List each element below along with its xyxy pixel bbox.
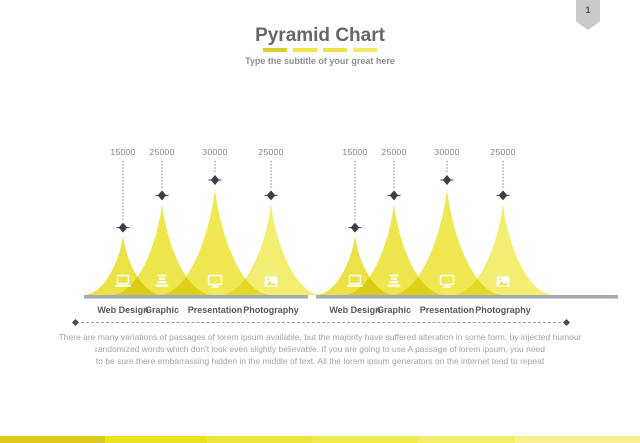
baseline-bar [84,295,308,299]
layers-icon [155,274,169,287]
monitor-icon [207,274,223,288]
slide-header: Pyramid Chart Type the subtitle of your … [0,25,640,66]
diamond-marker [442,175,452,185]
value-label: 30000 [434,147,459,157]
monitor-icon [439,274,455,288]
diamond-marker [498,190,508,201]
diamond-marker [118,222,128,233]
footer-strip-segment [417,436,515,443]
value-label: 25000 [149,147,174,157]
title-underline-dash [293,48,317,52]
pyramid-peak [112,203,212,295]
photo-icon [264,276,278,287]
body-text-line: to be sure there embarrassing hidden in … [95,356,545,366]
title-underline-dashes [0,48,640,52]
footer-strip-segment [312,436,417,443]
category-label: Photography [243,305,299,315]
pyramid-peak [84,235,162,295]
footer-color-strip [0,436,640,443]
value-label: 25000 [490,147,515,157]
value-label: 25000 [258,147,283,157]
value-label: 25000 [381,147,406,157]
pyramid-peak [160,188,270,295]
title-underline-dash [263,48,287,52]
footer-strip-segment [0,436,105,443]
footer-strip-segment [105,436,207,443]
pyramid-peak [344,203,444,295]
photo-icon [496,276,510,287]
value-label: 15000 [110,147,135,157]
diamond-marker [157,190,167,201]
slide-subtitle: Type the subtitle of your great here [245,56,395,66]
pyramid-chart-group-right: 15000 25000 30000 25000 Web Design Graphic Pr… [316,140,622,323]
category-label: Presentation [188,305,243,315]
body-text-line: There are many variations of passages of… [58,332,582,342]
value-label: 15000 [342,147,367,157]
category-label: Photography [475,305,531,315]
laptop-icon [115,274,131,287]
category-label: Presentation [420,305,475,315]
dashed-separator [71,318,571,327]
pyramid-peak [453,203,553,295]
footer-strip-segment [515,436,640,443]
body-paragraph: There are many variations of passages of… [40,331,600,367]
category-label: Web Design [97,305,148,315]
baseline-bar [316,295,618,299]
pyramid-peak [316,235,394,295]
value-label: 30000 [202,147,227,157]
pyramid-peak [221,203,321,295]
page-number: 1 [585,5,591,15]
diamond-marker [266,190,276,201]
category-label: Web Design [329,305,380,315]
diamond-marker [350,222,360,233]
body-text-line: randomized words which don't look even s… [94,344,546,354]
category-label: Graphic [145,305,179,315]
pyramid-chart-group-left: 15000 25000 30000 25000 Web Design Graphic Pr… [84,140,330,323]
pyramid-peak [392,188,502,295]
laptop-icon [347,274,363,287]
title-underline-dash [323,48,347,52]
category-label: Graphic [377,305,411,315]
diamond-marker [389,190,399,201]
slide-title: Pyramid Chart [255,25,385,46]
layers-icon [387,274,401,287]
separator-end-diamond-left [71,318,80,327]
diamond-marker [210,175,220,185]
footer-strip-segment [207,436,312,443]
title-underline-dash [353,48,377,52]
